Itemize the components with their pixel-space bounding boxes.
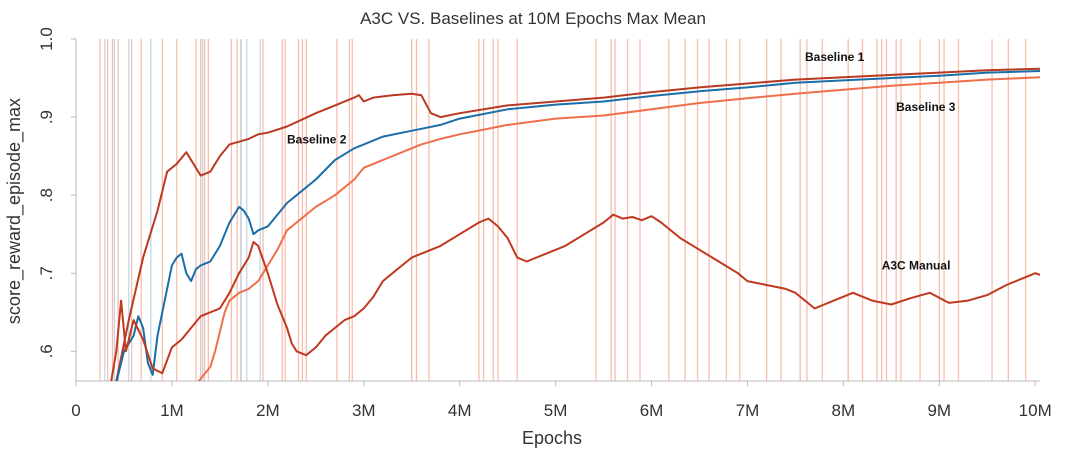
x-tick-label: 10M <box>1019 401 1052 420</box>
annotation-baseline-1: Baseline 1 <box>805 50 865 64</box>
axes <box>75 39 1040 382</box>
x-tick-label: 0 <box>71 401 80 420</box>
annotation-baseline-3: Baseline 3 <box>896 100 956 114</box>
annotation-baseline-2: Baseline 2 <box>287 133 347 147</box>
x-axis-label: Epochs <box>522 428 582 448</box>
series-line-baseline-1 <box>115 67 1040 381</box>
x-tick-label: 1M <box>160 401 184 420</box>
x-tick-label: 3M <box>352 401 376 420</box>
y-tick-label: .9 <box>37 110 56 124</box>
x-tick-label: 2M <box>256 401 280 420</box>
x-tick-label: 7M <box>736 401 760 420</box>
y-axis-label: score_reward_episode_max <box>4 98 25 324</box>
spike-lines <box>99 39 1027 381</box>
x-tick-label: 9M <box>927 401 951 420</box>
series-annotations: Baseline 1 Baseline 2 Baseline 3 A3C Manual <box>287 50 956 272</box>
x-axis-ticks: 0 1M 2M 3M 4M 5M 6M 7M 8M 9M 10M <box>71 381 1052 420</box>
annotation-a3c-manual: A3C Manual <box>882 258 951 272</box>
x-tick-label: 8M <box>832 401 856 420</box>
x-tick-label: 6M <box>640 401 664 420</box>
series-line-a3c-manual <box>110 213 1040 381</box>
y-axis-ticks: .6 .7 .8 .9 1.0 <box>37 27 76 358</box>
y-tick-label: .6 <box>37 344 56 358</box>
series-line-baseline-2 <box>115 70 1040 381</box>
y-tick-label: .7 <box>37 266 56 280</box>
x-tick-label: 5M <box>544 401 568 420</box>
chart-title: A3C VS. Baselines at 10M Epochs Max Mean <box>360 9 706 28</box>
y-tick-label: .8 <box>37 188 56 202</box>
series-lines <box>110 67 1040 381</box>
series-line-baseline-3 <box>197 76 1040 381</box>
y-tick-label: 1.0 <box>37 27 56 51</box>
x-tick-label: 4M <box>448 401 472 420</box>
